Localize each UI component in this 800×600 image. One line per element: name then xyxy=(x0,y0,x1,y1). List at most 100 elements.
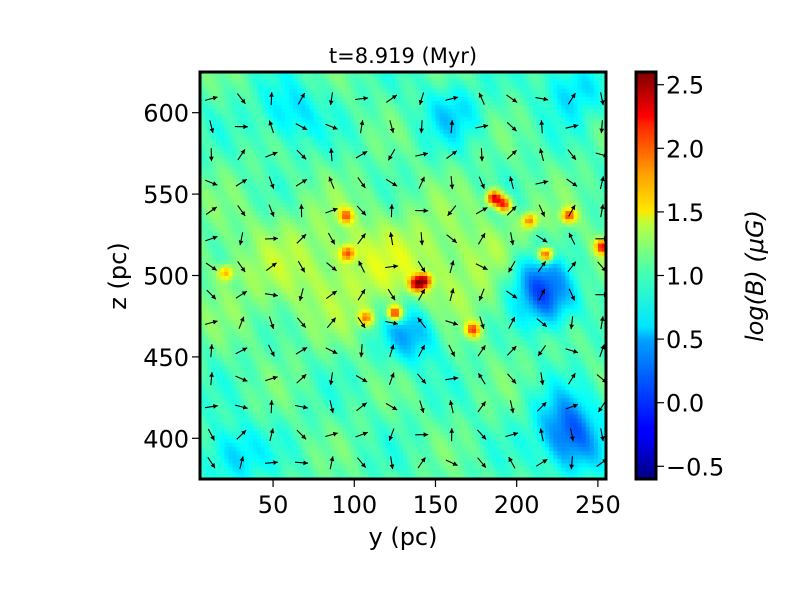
heatmap-cell xyxy=(224,202,230,207)
heatmap-cell xyxy=(321,365,327,370)
heatmap-cell xyxy=(305,474,311,479)
heatmap-cell xyxy=(366,426,372,431)
heatmap-cell xyxy=(378,165,384,171)
heatmap-cell xyxy=(370,413,376,419)
heatmap-cell xyxy=(293,470,299,476)
heatmap-cell xyxy=(325,450,331,456)
heatmap-cell xyxy=(220,291,225,297)
heatmap-cell xyxy=(305,470,311,476)
heatmap-cell xyxy=(378,128,384,134)
heatmap-cell xyxy=(204,92,209,98)
heatmap-cell xyxy=(289,438,294,443)
heatmap-cell xyxy=(252,470,258,476)
heatmap-cell xyxy=(346,413,351,419)
heatmap-cell xyxy=(317,161,323,167)
heatmap-cell xyxy=(285,283,290,289)
heatmap-cell xyxy=(289,291,294,297)
heatmap-cell xyxy=(325,238,331,244)
heatmap-cell xyxy=(228,124,234,130)
heatmap-cell xyxy=(220,312,225,317)
heatmap-cell xyxy=(398,124,404,130)
heatmap-cell xyxy=(273,474,278,479)
heatmap-cell xyxy=(236,328,242,334)
heatmap-cell xyxy=(366,128,372,134)
heatmap-cell xyxy=(297,446,303,452)
heatmap-cell xyxy=(269,275,274,281)
heatmap-cell xyxy=(232,137,238,142)
heatmap-cell xyxy=(329,422,335,427)
heatmap-cell xyxy=(374,303,380,309)
heatmap-cell xyxy=(232,377,238,382)
heatmap-cell xyxy=(350,157,355,163)
heatmap-cell xyxy=(216,438,221,443)
heatmap-cell xyxy=(346,381,351,386)
chart-title: t=8.919 (Myr) xyxy=(329,44,477,68)
heatmap-cell xyxy=(333,185,339,191)
heatmap-cell xyxy=(220,137,225,142)
heatmap-cell xyxy=(378,116,384,122)
heatmap-cell xyxy=(386,267,392,273)
heatmap-cell xyxy=(382,206,388,211)
heatmap-cell xyxy=(366,206,372,211)
heatmap-cell xyxy=(390,279,396,285)
heatmap-cell xyxy=(273,84,278,89)
heatmap-cell xyxy=(232,312,238,317)
heatmap-cell xyxy=(297,210,303,216)
heatmap-cell xyxy=(220,263,225,268)
heatmap-cell xyxy=(220,100,225,106)
heatmap-cell xyxy=(329,202,335,207)
heatmap-cell xyxy=(358,177,363,183)
heatmap-cell xyxy=(398,316,404,321)
heatmap-cell xyxy=(333,291,339,297)
heatmap-cell xyxy=(350,401,355,407)
heatmap-cell xyxy=(386,214,392,220)
heatmap-cell xyxy=(354,185,359,191)
heatmap-cell xyxy=(305,100,311,106)
heatmap-cell xyxy=(338,177,343,183)
heatmap-cell xyxy=(212,149,217,154)
heatmap-cell xyxy=(200,474,205,479)
heatmap-cell xyxy=(362,332,368,338)
heatmap-cell xyxy=(329,210,335,216)
heatmap-cell xyxy=(338,108,343,114)
heatmap-cell xyxy=(321,116,327,122)
heatmap-cell xyxy=(317,259,323,264)
heatmap-cell xyxy=(394,271,400,277)
heatmap-cell xyxy=(281,169,286,175)
heatmap-cell xyxy=(354,401,359,407)
heatmap-cell xyxy=(269,352,274,358)
heatmap-cell xyxy=(216,222,221,228)
heatmap-cell xyxy=(394,137,400,142)
heatmap-cell xyxy=(244,210,250,216)
heatmap-cell xyxy=(313,389,319,395)
heatmap-cell xyxy=(313,466,319,472)
heatmap-cell xyxy=(232,222,238,228)
heatmap-cell xyxy=(382,112,388,118)
heatmap-cell xyxy=(321,320,327,325)
heatmap-cell xyxy=(370,173,376,179)
heatmap-cell xyxy=(370,373,376,378)
heatmap-cell xyxy=(370,169,376,175)
heatmap-cell xyxy=(354,108,359,114)
heatmap-cell xyxy=(244,328,250,334)
heatmap-cell xyxy=(342,104,347,110)
heatmap-cell xyxy=(216,454,221,460)
heatmap-cell xyxy=(204,332,209,338)
heatmap-cell xyxy=(374,430,380,435)
heatmap-cell xyxy=(305,303,311,309)
heatmap-cell xyxy=(289,356,294,362)
heatmap-cell xyxy=(244,442,250,448)
heatmap-cell xyxy=(354,198,359,203)
heatmap-cell xyxy=(382,128,388,134)
heatmap-cell xyxy=(354,474,359,479)
heatmap-cell xyxy=(374,210,380,216)
heatmap-cell xyxy=(350,190,355,195)
heatmap-cell xyxy=(260,397,266,403)
heatmap-cell xyxy=(200,413,205,419)
heatmap-cell xyxy=(297,76,303,81)
heatmap-cell xyxy=(346,389,351,395)
heatmap-cell xyxy=(232,210,238,216)
heatmap-cell xyxy=(374,417,380,423)
heatmap-cell xyxy=(289,230,294,236)
heatmap-cell xyxy=(216,320,221,325)
